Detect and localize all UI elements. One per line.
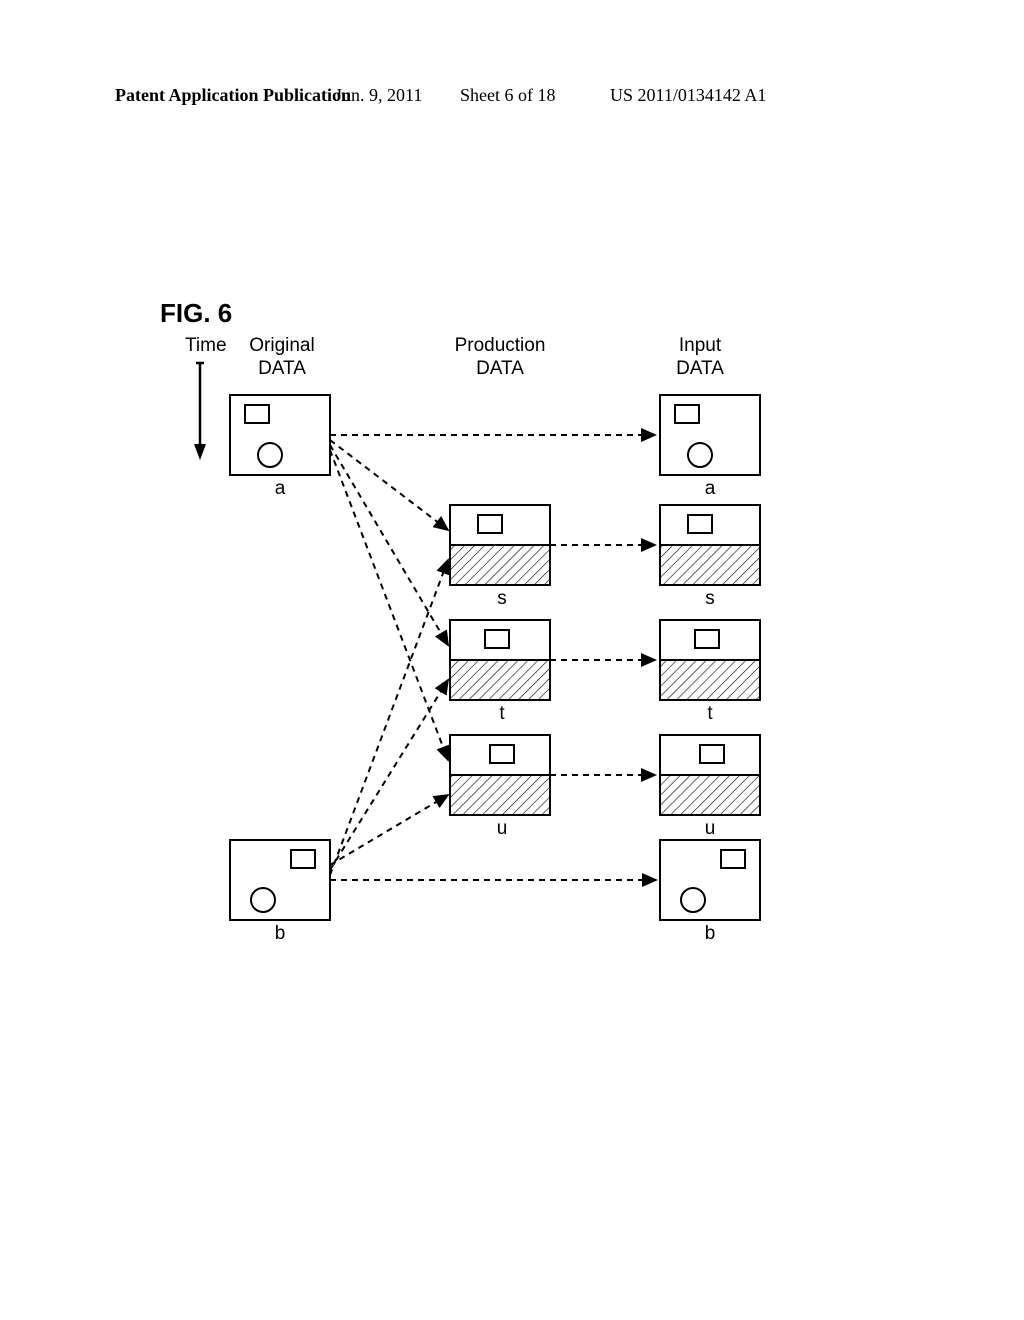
diagram-svg [0, 0, 1024, 1320]
label-input-s: s [700, 588, 720, 610]
frame-production-t [450, 620, 550, 700]
label-input-t: t [700, 703, 720, 725]
label-production-u: u [492, 818, 512, 840]
arrows-prod-to-input [550, 545, 655, 775]
frame-input-u [660, 735, 760, 815]
frame-production-s [450, 505, 550, 585]
label-input-a: a [700, 478, 720, 500]
frame-production-u [450, 735, 550, 815]
time-arrow [194, 363, 206, 460]
label-production-s: s [492, 588, 512, 610]
frame-input-t [660, 620, 760, 700]
frame-original-b [230, 840, 330, 920]
label-production-t: t [492, 703, 512, 725]
frame-input-b [660, 840, 760, 920]
label-input-b: b [700, 923, 720, 945]
label-input-u: u [700, 818, 720, 840]
frame-input-s [660, 505, 760, 585]
label-original-b: b [270, 923, 290, 945]
label-original-a: a [270, 478, 290, 500]
frame-original-a [230, 395, 330, 475]
frame-input-a [660, 395, 760, 475]
page: Patent Application Publication Jun. 9, 2… [0, 0, 1024, 1320]
